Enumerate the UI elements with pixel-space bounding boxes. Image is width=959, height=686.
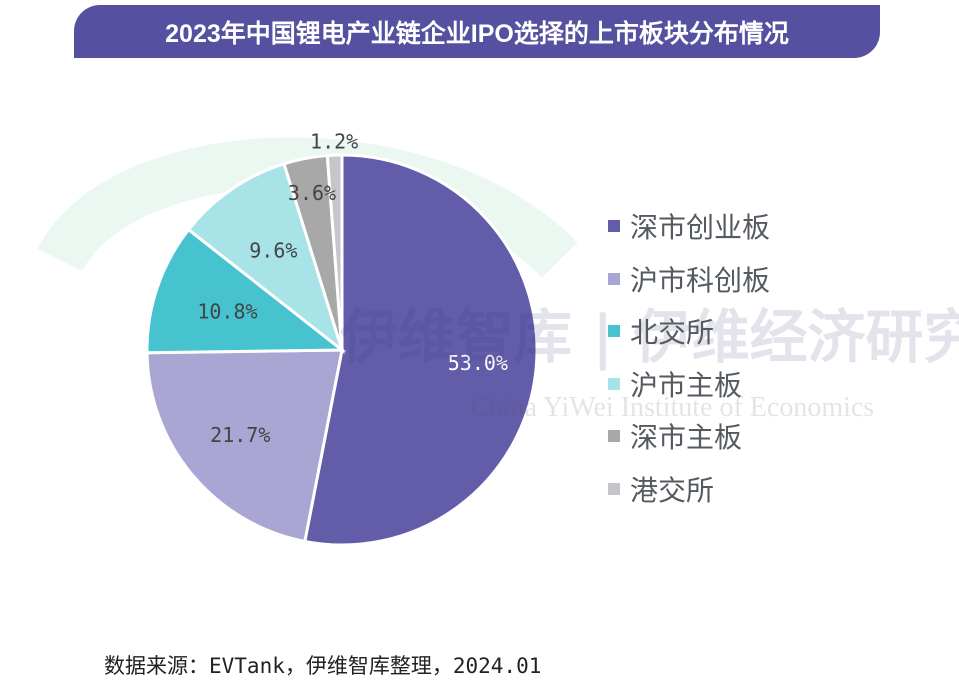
legend-item: 深市主板 [608,410,770,463]
pie-slice [145,227,347,355]
pie-slice [303,153,539,547]
pie-slice [325,153,344,351]
data-label: 1.2% [310,129,358,153]
legend-item: 北交所 [608,305,770,358]
legend-swatch [608,482,620,495]
source-note: 数据来源：EVTank，伊维智库整理，2024.01 [104,654,542,678]
legend-item: 沪市主板 [608,358,770,411]
legend-label: 沪市主板 [630,368,743,402]
legend-label: 深市创业板 [630,211,771,245]
chart-title: 2023年中国锂电产业链企业IPO选择的上市板块分布情况 [165,19,789,48]
pie-slice [145,348,344,544]
chart-title-bar: 2023年中国锂电产业链企业IPO选择的上市板块分布情况 [74,5,880,58]
legend: 深市创业板 沪市科创板 北交所 沪市主板 深市主板 港交所 [608,200,770,515]
legend-label: 深市主板 [630,421,743,455]
legend-swatch [608,272,620,285]
data-label: 21.7% [210,423,270,447]
legend-label: 沪市科创板 [630,263,771,297]
watermark-swoosh [37,137,578,279]
legend-item: 沪市科创板 [608,253,770,306]
data-label: 53.0% [448,351,508,375]
data-label: 10.8% [197,299,257,323]
legend-item: 深市创业板 [608,200,770,253]
legend-label: 北交所 [630,316,715,350]
data-label: 9.6% [249,238,297,262]
legend-swatch [608,220,620,233]
legend-swatch [608,430,620,443]
legend-swatch [608,325,620,338]
legend-label: 港交所 [630,473,715,507]
pie-slice [186,161,345,355]
legend-item: 港交所 [608,463,770,516]
data-label: 3.6% [288,181,336,205]
legend-swatch [608,377,620,390]
